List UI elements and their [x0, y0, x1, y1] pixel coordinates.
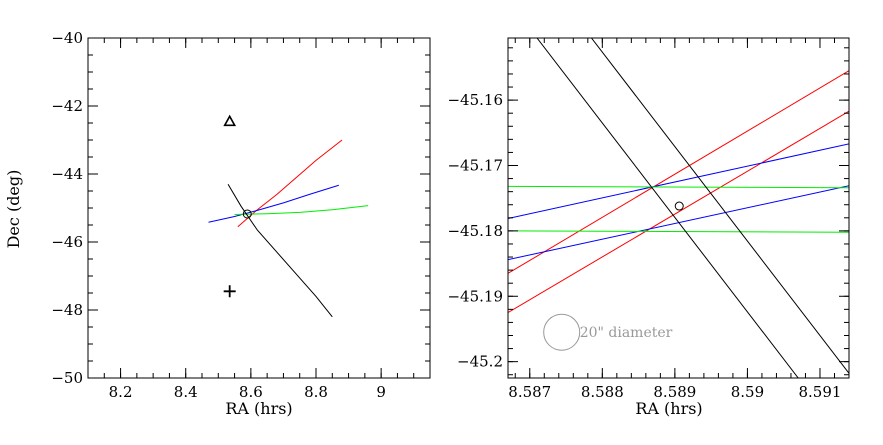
left-panel: 8.2 8.4 8.6 8.8 9 −50 −48 −46 −44 −42 −40 RA (hrs)…: [4, 29, 431, 418]
scale-marker: 20" diameter: [543, 313, 673, 351]
left-y-tick-label: −44: [51, 165, 83, 183]
right-y-tick-label: −45.19: [447, 287, 503, 305]
left-y-tick-label: −42: [51, 97, 83, 115]
left-tick-labels: 8.2 8.4 8.6 8.8 9 −50 −48 −46 −44 −42 −40: [51, 29, 386, 401]
scale-label: 20" diameter: [580, 325, 673, 341]
right-series-black-2: [591, 38, 849, 375]
left-y-tick-label: −48: [51, 301, 83, 319]
right-x-tick-label: 8.587: [508, 383, 551, 401]
right-y-tick-label: −45.17: [447, 157, 503, 175]
left-circle-marker: [242, 209, 252, 219]
left-x-axis-label: RA (hrs): [225, 399, 292, 418]
left-plot-data: [208, 114, 369, 318]
left-x-tick-label: 8.8: [304, 383, 328, 401]
triangle-marker: [223, 114, 237, 127]
left-y-tick-label: −50: [51, 369, 83, 387]
right-y-tick-label: −45.2: [457, 353, 503, 371]
left-ticks: [87, 37, 431, 379]
right-plot-frame: [507, 37, 850, 379]
left-x-tick-label: 9: [376, 383, 386, 401]
right-panel: 8.587 8.588 8.589 8.59 8.591 −45.2 −45.19 −45.1…: [447, 37, 850, 418]
right-series-red-2: [508, 110, 849, 314]
right-series-green-2: [508, 230, 849, 233]
left-y-tick-label: −40: [51, 29, 83, 47]
right-x-tick-label: 8.591: [799, 383, 842, 401]
left-x-tick-label: 8.2: [109, 383, 133, 401]
right-circle-marker: [674, 201, 684, 211]
right-plot-data: [508, 38, 849, 378]
left-y-tick-label: −46: [51, 233, 83, 251]
left-x-tick-label: 8.4: [174, 383, 198, 401]
left-series-blue: [208, 184, 339, 223]
right-series-blue-1: [508, 143, 849, 219]
left-x-tick-label: 8.6: [239, 383, 263, 401]
left-series-green: [234, 205, 369, 215]
y-axis-label: Dec (deg): [4, 170, 23, 249]
right-x-tick-label: 8.589: [653, 383, 696, 401]
right-tick-labels: 8.587 8.588 8.589 8.59 8.591 −45.2 −45.19 −45.1…: [447, 91, 841, 401]
left-series-red: [237, 139, 343, 228]
scale-circle: [543, 313, 581, 351]
right-x-tick-label: 8.59: [731, 383, 764, 401]
right-series-black-1: [536, 38, 799, 378]
right-x-axis-label: RA (hrs): [635, 399, 702, 418]
left-series-black: [227, 183, 333, 318]
right-y-tick-label: −45.16: [447, 91, 503, 109]
right-y-tick-label: −45.18: [447, 222, 503, 240]
right-ticks: [508, 38, 850, 378]
right-x-tick-label: 8.588: [581, 383, 624, 401]
left-plot-frame: [87, 37, 431, 379]
right-series-green-1: [508, 185, 849, 189]
right-series-red-1: [508, 70, 849, 274]
plus-marker: [223, 285, 236, 298]
